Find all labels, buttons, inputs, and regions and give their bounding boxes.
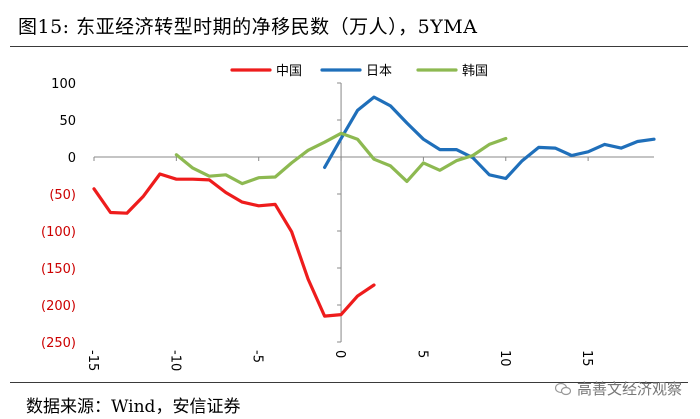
legend-label: 日本	[366, 64, 392, 79]
x-tick-label: -10	[167, 350, 182, 371]
y-tick-label: (150)	[41, 262, 76, 277]
y-tick-label: 100	[51, 77, 76, 92]
x-tick-label: 0	[332, 350, 347, 358]
x-tick-label: -5	[250, 350, 265, 363]
source-note: 数据来源：Wind，安信证券	[26, 397, 241, 417]
x-tick-label: -15	[85, 350, 100, 371]
x-tick-label: 10	[497, 350, 512, 367]
y-tick-label: (200)	[41, 299, 76, 314]
watermark: 高善文经济观察	[554, 378, 682, 399]
figure-title: 图15: 东亚经济转型时期的净移民数（万人），5YMA	[18, 16, 478, 38]
y-tick-label: (50)	[49, 188, 76, 203]
wechat-icon	[554, 382, 571, 395]
series-line	[174, 131, 508, 186]
series-line	[92, 172, 376, 318]
series-line	[323, 95, 656, 181]
x-tick-label: 5	[414, 350, 429, 358]
y-tick-label: 50	[59, 114, 76, 129]
y-tick-label: (250)	[41, 336, 76, 351]
bottom-rule	[10, 382, 688, 383]
watermark-text: 高善文经济观察	[576, 380, 682, 398]
top-rule	[10, 46, 688, 47]
y-tick-label: (100)	[41, 225, 76, 240]
legend-label: 中国	[276, 64, 302, 79]
legend-label: 韩国	[462, 64, 488, 79]
y-tick-label: 0	[68, 151, 76, 166]
x-tick-label: 15	[579, 350, 594, 367]
